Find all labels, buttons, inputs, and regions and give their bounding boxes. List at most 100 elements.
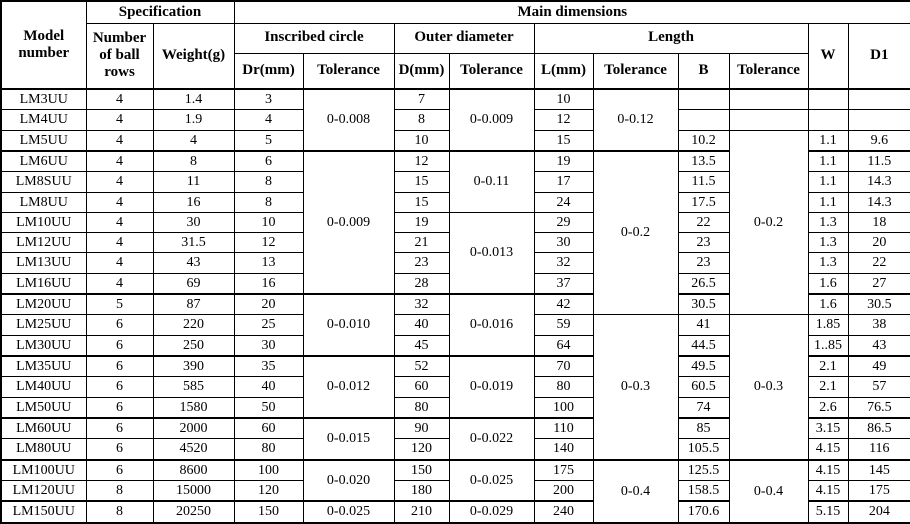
table-row: LM150UU 8 20250 150 0-0.025 210 0-0.029 240 170.…	[0, 500, 910, 524]
cell-l: 80	[533, 376, 594, 398]
header-tolerance: Tolerance	[448, 52, 535, 90]
cell-b	[677, 109, 730, 131]
cell-l: 240	[533, 500, 594, 524]
cell-d: 28	[393, 272, 450, 295]
cell-l: 64	[533, 334, 594, 357]
cell-model: LM60UU	[0, 416, 87, 440]
table-row: LM35UU 6 390 35 0-0.012 52 0-0.019 70 49.5 2.1 49	[0, 354, 910, 419]
cell-b-tolerance: 0-0.4	[728, 458, 809, 524]
cell-d1: 18	[847, 211, 910, 234]
cell-d1: 86.5	[847, 416, 910, 440]
header-d1: D1	[847, 22, 910, 90]
cell-l-tolerance: 0-0.2	[592, 149, 679, 316]
header-length: Length	[533, 22, 809, 54]
table-row: LM50UU 6 1580 50 80 100 74 2.6 76.5	[0, 396, 910, 419]
cell-l: 30	[533, 232, 594, 254]
cell-d1: 145	[847, 458, 910, 481]
cell-d1: 175	[847, 479, 910, 502]
cell-l-tolerance: 0-0.3	[592, 314, 679, 461]
cell-model: LM40UU	[0, 376, 87, 398]
cell-weight: 11	[152, 171, 235, 193]
cell-weight: 585	[152, 376, 235, 398]
cell-b: 74	[677, 396, 730, 419]
cell-ball-rows: 6	[85, 354, 154, 378]
cell-ball-rows: 4	[85, 191, 154, 213]
cell-b: 49.5	[677, 354, 730, 378]
cell-ball-rows: 4	[85, 232, 154, 254]
table-header: Model number Specification Main dimensions…	[0, 0, 910, 90]
cell-weight: 15000	[152, 479, 235, 502]
cell-d1: 30.5	[847, 292, 910, 316]
table-row: LM16UU 4 69 16 28 37 26.5 1.6 27	[0, 272, 910, 295]
cell-l-tolerance: 0-0.12	[592, 88, 679, 152]
cell-d1: 22	[847, 252, 910, 274]
cell-weight: 69	[152, 272, 235, 295]
cell-d: 10	[393, 129, 450, 152]
cell-dr: 16	[233, 272, 304, 295]
cell-d: 19	[393, 211, 450, 234]
table-row: LM25UU 6 220 25 40 59 0-0.3 41 0-0.3 1.85 38	[0, 314, 910, 461]
cell-model: LM6UU	[0, 149, 87, 173]
cell-model: LM3UU	[0, 88, 87, 111]
table-row: LM4UU 4 1.9 4 8 12	[0, 109, 910, 131]
cell-weight: 43	[152, 252, 235, 274]
cell-model: LM25UU	[0, 314, 87, 336]
table-row: LM3UU 4 1.4 3 0-0.008 7 0-0.009 10 0-0.12	[0, 88, 910, 152]
cell-l-tolerance: 0-0.4	[592, 458, 679, 524]
cell-d-tolerance: 0-0.11	[448, 149, 535, 213]
cell-d1: 38	[847, 314, 910, 336]
cell-dr: 20	[233, 292, 304, 316]
cell-d1: 20	[847, 232, 910, 254]
cell-model: LM8SUU	[0, 171, 87, 193]
cell-l: 140	[533, 438, 594, 461]
cell-d-tolerance: 0-0.019	[448, 354, 535, 419]
cell-weight: 250	[152, 334, 235, 357]
cell-weight: 220	[152, 314, 235, 336]
cell-l: 24	[533, 191, 594, 213]
cell-weight: 8	[152, 149, 235, 173]
cell-d: 60	[393, 376, 450, 398]
cell-w: 1.1	[807, 149, 849, 173]
cell-d: 32	[393, 292, 450, 316]
cell-ball-rows: 6	[85, 438, 154, 461]
header-tolerance: Tolerance	[592, 52, 679, 90]
cell-b: 30.5	[677, 292, 730, 316]
cell-l: 29	[533, 211, 594, 234]
cell-d1: 11.5	[847, 149, 910, 173]
cell-b: 44.5	[677, 334, 730, 357]
cell-ball-rows: 6	[85, 396, 154, 419]
table-row: LM30UU 6 250 30 45 64 44.5 1..85 43	[0, 334, 910, 357]
cell-weight: 31.5	[152, 232, 235, 254]
cell-w	[807, 109, 849, 131]
cell-ball-rows: 6	[85, 314, 154, 336]
cell-l: 19	[533, 149, 594, 173]
cell-model: LM10UU	[0, 211, 87, 234]
table-row: LM40UU 6 585 40 60 80 60.5 2.1 57	[0, 376, 910, 398]
cell-w: 1.3	[807, 211, 849, 234]
cell-w: 1.3	[807, 252, 849, 274]
table-row: LM60UU 6 2000 60 0-0.015 90 0-0.022 110 85 3.15 86…	[0, 416, 910, 461]
cell-b: 22	[677, 211, 730, 234]
cell-model: LM120UU	[0, 479, 87, 502]
cell-dr: 40	[233, 376, 304, 398]
header-number-of-ball-rows: Number of ball rows	[85, 22, 154, 90]
cell-b-tolerance	[728, 88, 809, 111]
cell-b: 125.5	[677, 458, 730, 481]
cell-weight: 8600	[152, 458, 235, 481]
cell-w	[807, 88, 849, 111]
cell-w: 5.15	[807, 500, 849, 524]
cell-dr: 100	[233, 458, 304, 481]
header-l-mm: L(mm)	[533, 52, 594, 90]
cell-d: 15	[393, 191, 450, 213]
cell-w: 4.15	[807, 479, 849, 502]
header-specification: Specification	[85, 0, 235, 24]
cell-b: 105.5	[677, 438, 730, 461]
cell-model: LM13UU	[0, 252, 87, 274]
cell-ball-rows: 4	[85, 272, 154, 295]
header-inscribed-circle: Inscribed circle	[233, 22, 395, 54]
cell-d-tolerance: 0-0.022	[448, 416, 535, 461]
cell-model: LM100UU	[0, 458, 87, 481]
cell-l: 59	[533, 314, 594, 336]
cell-dr-tolerance: 0-0.009	[302, 149, 395, 295]
